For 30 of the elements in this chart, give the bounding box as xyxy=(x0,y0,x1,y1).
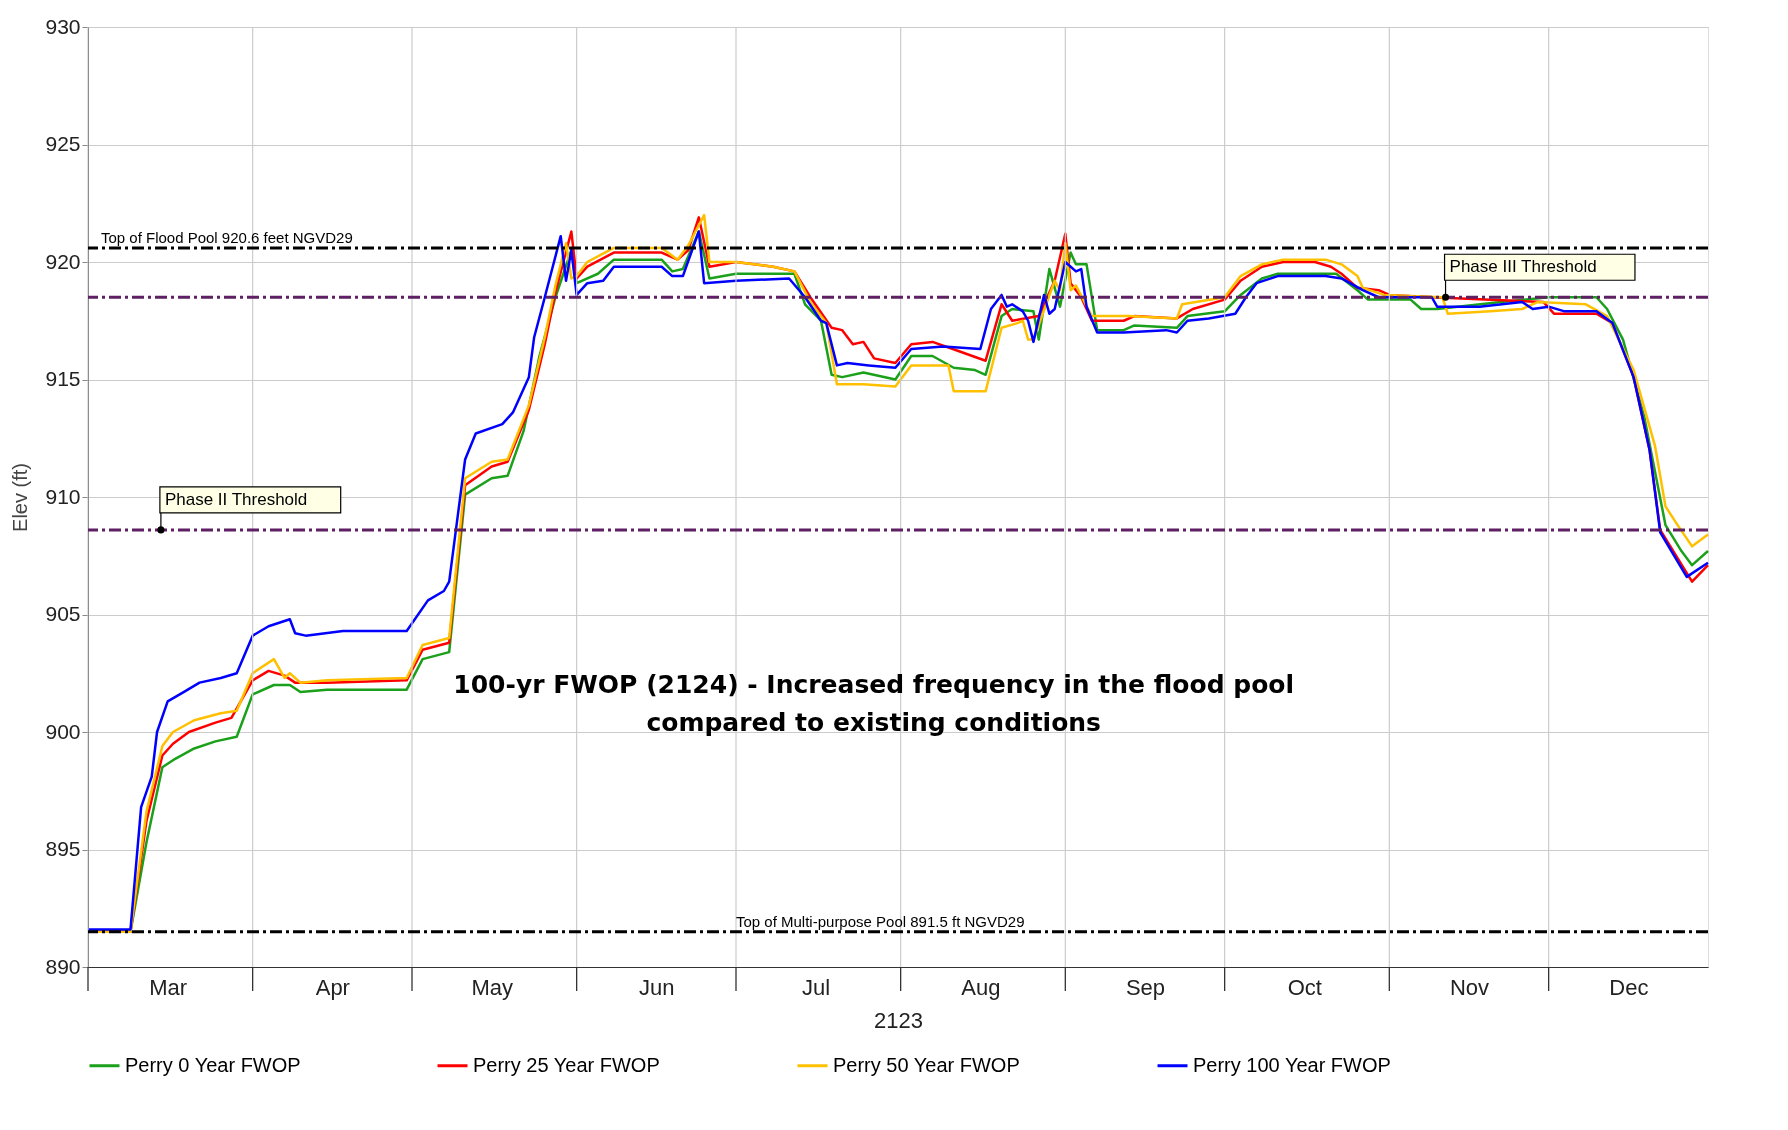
x-tick-label: Aug xyxy=(961,974,1001,1000)
y-tick-label: 925 xyxy=(45,132,81,155)
y-tick-label: 920 xyxy=(45,249,81,273)
ref-line-label: Phase II Threshold xyxy=(164,489,308,509)
ref-line-label: Top of Flood Pool 920.6 feet NGVD29 xyxy=(100,228,353,246)
x-tick-label: May xyxy=(471,974,513,1000)
y-tick-label: 905 xyxy=(45,602,81,625)
legend-label: Perry 25 Year FWOP xyxy=(473,1053,660,1076)
x-tick-label: Dec xyxy=(1609,974,1649,1000)
y-tick-label: 890 xyxy=(45,954,81,978)
x-tick-label: Oct xyxy=(1287,974,1322,1000)
x-tick-label: Jun xyxy=(639,974,675,1000)
x-tick-label: Apr xyxy=(315,974,350,1000)
y-tick-label: 915 xyxy=(45,367,81,390)
y-tick-label: 930 xyxy=(45,14,81,38)
ref-line-label: Top of Multi-purpose Pool 891.5 ft NGVD29 xyxy=(736,912,1025,930)
x-tick-label: Nov xyxy=(1449,974,1490,1000)
y-tick-label: 900 xyxy=(45,719,81,743)
annotation: 100-yr FWOP (2124) - Increased frequency in the flood pool compared to existing conditions xyxy=(453,670,1295,737)
x-tick-label: Mar xyxy=(149,974,188,1000)
x-axis-title: 2123 xyxy=(874,1007,923,1033)
ref-line-label: Phase III Threshold xyxy=(1449,257,1597,277)
legend-label: Perry 50 Year FWOP xyxy=(833,1053,1020,1076)
y-tick-label: 910 xyxy=(45,484,81,508)
y-axis-title: Elev (ft) xyxy=(9,463,32,532)
legend-label: Perry 0 Year FWOP xyxy=(125,1053,301,1076)
legend-label: Perry 100 Year FWOP xyxy=(1193,1053,1391,1076)
x-tick-label: Sep xyxy=(1125,974,1166,1000)
y-tick-label: 895 xyxy=(45,837,81,860)
x-tick-label: Jul xyxy=(802,974,831,1000)
